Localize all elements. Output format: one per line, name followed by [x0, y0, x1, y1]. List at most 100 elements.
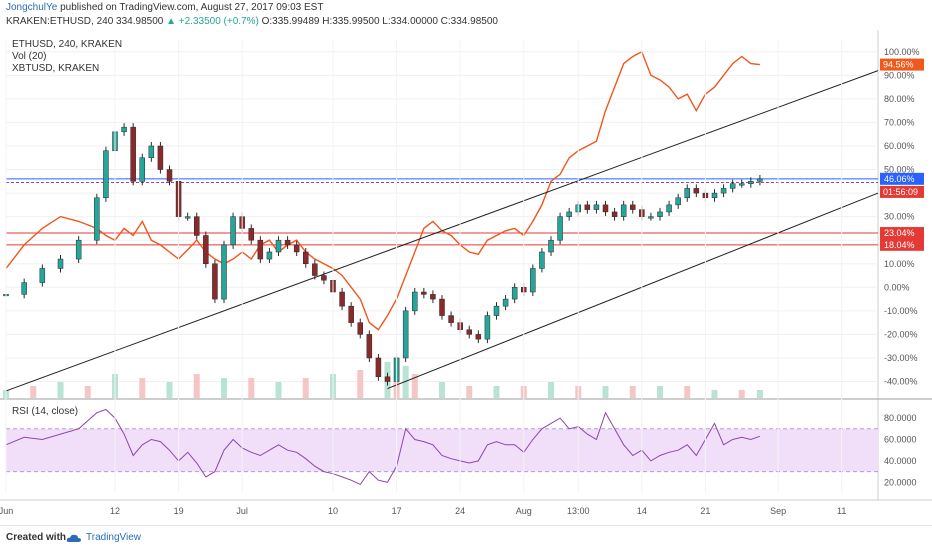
- x-tick-label: 19: [174, 506, 184, 516]
- y-tick-label: -10.00%: [884, 306, 918, 316]
- trendline: [387, 192, 879, 390]
- eth-candle: [257, 239, 264, 260]
- eth-candle: [566, 211, 572, 217]
- y-tick-label: 70.00%: [884, 117, 915, 127]
- y-tick-label: 80.00%: [884, 94, 915, 104]
- volume-bar: [302, 378, 309, 398]
- volume-bar: [466, 386, 473, 398]
- eth-candle: [657, 211, 663, 217]
- legend-entry: Vol (20): [12, 51, 46, 62]
- price-tag: [880, 58, 924, 71]
- volume-bar: [57, 382, 64, 398]
- eth-candle: [630, 204, 636, 210]
- eth-candle: [166, 169, 173, 182]
- eth-candle: [194, 216, 200, 236]
- volume-bar: [548, 382, 554, 398]
- volume-bar: [439, 382, 445, 398]
- symbol-label: KRAKEN:ETHUSD, 240: [6, 16, 114, 27]
- rsi-legend: RSI (14, close): [12, 406, 78, 417]
- eth-candle: [412, 291, 418, 312]
- eth-candle: [303, 251, 309, 264]
- volume-bar: [711, 390, 718, 398]
- author-link[interactable]: JongchulYe: [6, 2, 58, 13]
- x-tick-label: 14: [637, 506, 647, 516]
- eth-candle: [221, 244, 227, 300]
- footer: Created with TradingView: [0, 525, 932, 551]
- eth-candle: [384, 376, 391, 382]
- eth-candle: [402, 310, 409, 359]
- tradingview-cloud-icon: [66, 534, 81, 542]
- tradingview-brand[interactable]: TradingView: [86, 532, 142, 543]
- eth-candle: [130, 126, 136, 182]
- volume-bar: [30, 386, 37, 398]
- eth-candle: [212, 263, 218, 300]
- volume-bar: [738, 390, 745, 398]
- eth-candle: [57, 258, 64, 269]
- rsi-band: [6, 428, 878, 472]
- eth-candle: [475, 334, 482, 340]
- time-axis[interactable]: Jun 12 19 Jul 10 17 24 Aug 13:00 14 21 Sep 11: [0, 40, 932, 516]
- eth-candle: [275, 239, 282, 253]
- eth-candle: [711, 192, 718, 199]
- y-tick-label: 0.00%: [884, 282, 910, 292]
- eth-candle: [693, 188, 700, 194]
- eth-candle: [548, 239, 554, 253]
- rsi-y-tick-label: 60.0000: [884, 434, 917, 444]
- created-with-label: Created with: [6, 532, 67, 543]
- chart-frame[interactable]: 100.00%90.00%80.00%70.00%60.00%50.00%40.…: [0, 30, 932, 525]
- x-tick-label: 13:00: [567, 506, 590, 516]
- volume-bar: [629, 386, 636, 398]
- x-tick-label: Jun: [0, 506, 13, 516]
- volume-bar: [139, 378, 146, 398]
- main-pane[interactable]: 100.00% 90.00% 80.00% 70.00% 60.00% 50.00% 40.…: [0, 30, 932, 500]
- chart-header: JongchulYe published on TradingView.com,…: [0, 0, 932, 30]
- eth-candle: [593, 204, 600, 210]
- eth-candle: [666, 204, 672, 213]
- eth-candle: [121, 126, 127, 133]
- x-tick-label: Jul: [236, 506, 248, 516]
- eth-candle: [21, 282, 27, 295]
- eth-candle: [602, 204, 609, 213]
- eth-candle: [284, 239, 291, 246]
- volume-bar: [275, 382, 282, 398]
- rsi-y-tick-label: 40.0000: [884, 456, 917, 466]
- eth-candle: [266, 251, 273, 260]
- x-tick-label: Sep: [770, 506, 786, 516]
- volume-bar: [193, 374, 200, 398]
- y-tick-label: 30.00%: [884, 212, 915, 222]
- volume-bar: [493, 386, 500, 398]
- eth-candle: [611, 211, 618, 217]
- price-tag-label: 94.56%: [883, 60, 914, 70]
- eth-candle: [720, 188, 727, 194]
- legend-entry: ETHUSD, 240, KRAKEN: [12, 39, 122, 50]
- eth-candle: [466, 329, 472, 335]
- volume-bar: [684, 386, 691, 398]
- eth-candle: [157, 145, 164, 170]
- volume-bar: [402, 366, 409, 398]
- rsi-y-tick-label: 20.0000: [884, 477, 917, 487]
- eth-candle: [94, 197, 100, 241]
- eth-candle: [357, 322, 363, 335]
- eth-candle: [539, 251, 545, 269]
- eth-candle: [484, 315, 491, 340]
- eth-candle: [230, 216, 236, 246]
- eth-candle: [248, 228, 254, 241]
- trendline: [5, 70, 879, 392]
- x-tick-label: 17: [392, 506, 402, 516]
- volume-bar: [357, 370, 364, 398]
- eth-candle: [748, 181, 754, 184]
- y-tick-label: 60.00%: [884, 141, 915, 151]
- eth-candle: [439, 298, 445, 316]
- eth-candle: [557, 216, 563, 241]
- eth-candle: [203, 235, 209, 265]
- eth-candle: [348, 305, 354, 323]
- x-tick-label: 12: [110, 506, 120, 516]
- eth-candle: [620, 204, 627, 217]
- eth-candle: [312, 263, 318, 276]
- level-tag-label: 23.04%: [884, 228, 915, 238]
- x-tick-label: 24: [455, 506, 465, 516]
- eth-candle: [139, 157, 145, 182]
- level-tag: [880, 227, 924, 240]
- eth-candle: [421, 291, 427, 295]
- x-tick-label: 21: [700, 506, 710, 516]
